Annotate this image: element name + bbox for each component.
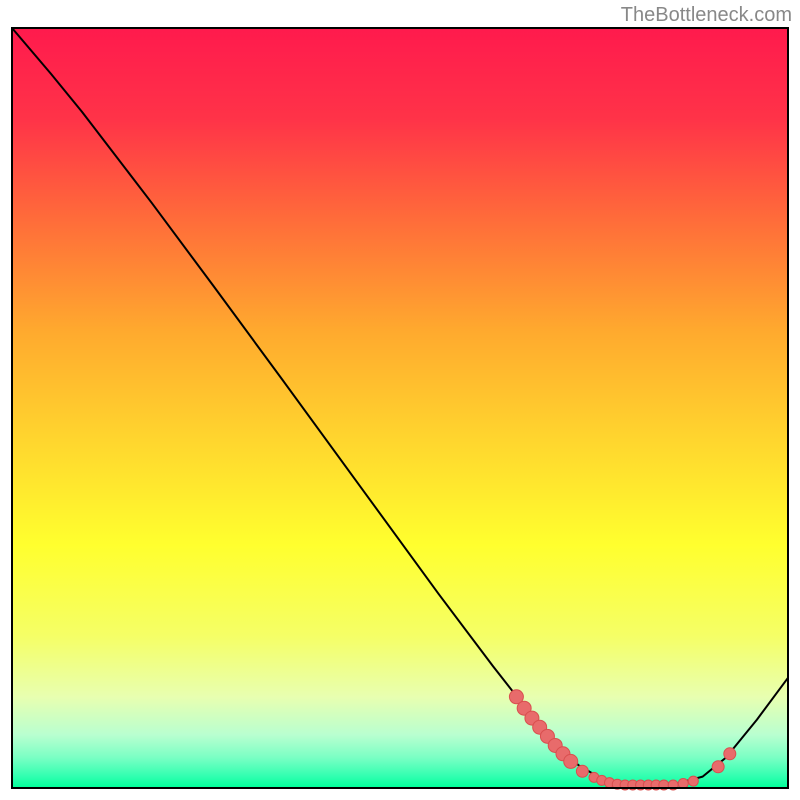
data-marker — [564, 754, 578, 768]
data-marker — [724, 748, 736, 760]
data-marker — [576, 765, 588, 777]
watermark-text: TheBottleneck.com — [621, 4, 792, 27]
bottleneck-chart: TheBottleneck.com — [0, 0, 800, 800]
data-marker — [712, 761, 724, 773]
data-marker — [678, 778, 688, 788]
chart-svg — [0, 0, 800, 800]
chart-background — [12, 28, 788, 788]
data-marker — [688, 776, 698, 786]
